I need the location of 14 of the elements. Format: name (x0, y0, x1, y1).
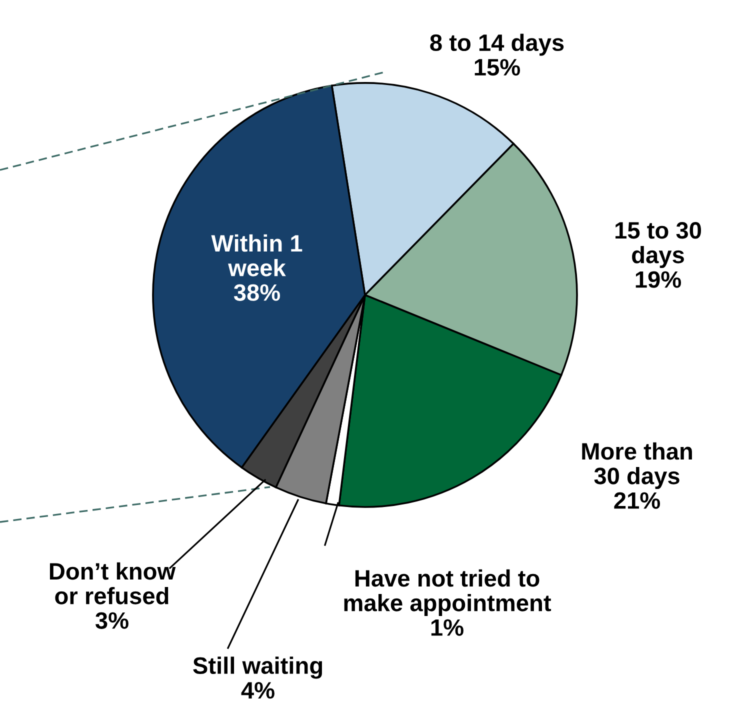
slice-label: 15 to 30 days (616, 222, 701, 268)
data-label: 21% (614, 492, 660, 509)
legend-label: Have not tried to make appointment (344, 569, 552, 616)
data-label: 3% (95, 612, 128, 629)
data-label: 19% (636, 271, 682, 288)
slice-label: More than 30 days (582, 442, 692, 490)
data-label: 15% (474, 58, 520, 76)
slice-label: 8 to 14 days (430, 34, 564, 56)
data-label: 4% (241, 682, 274, 699)
slice-label: Still waiting (193, 656, 322, 679)
data-label: 38% (234, 284, 280, 301)
data-label: 1% (431, 619, 464, 636)
slice-label: Within 1 week (211, 234, 302, 276)
slice-label: Don’t know or refused (50, 562, 176, 604)
